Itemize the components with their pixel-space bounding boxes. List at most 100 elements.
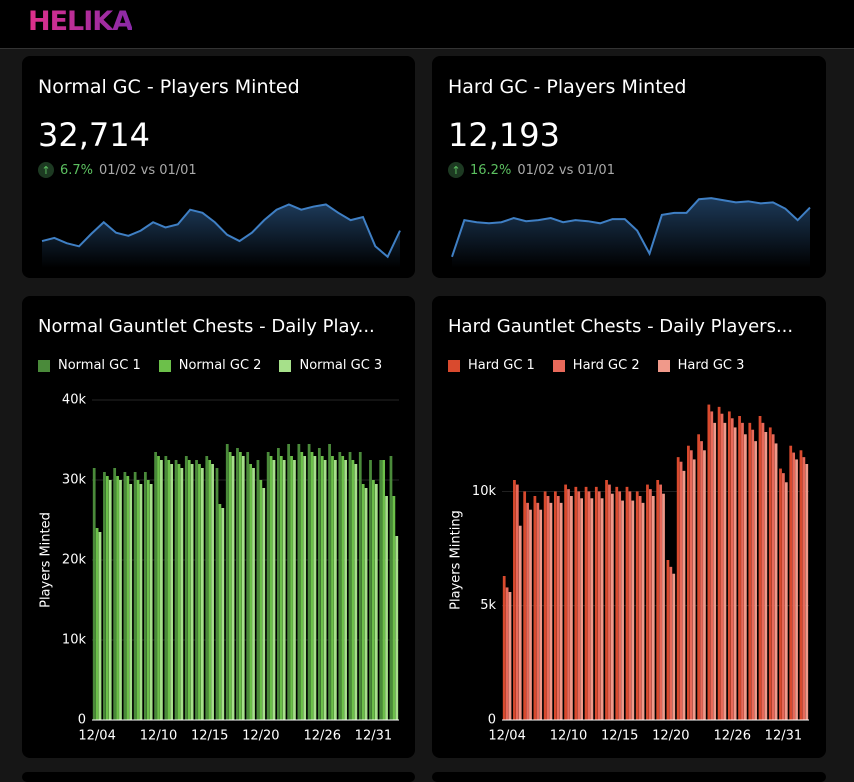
bar bbox=[364, 488, 368, 720]
bar bbox=[105, 476, 109, 720]
bar bbox=[205, 456, 209, 720]
bar bbox=[328, 444, 331, 720]
bar bbox=[372, 480, 375, 720]
bar bbox=[610, 493, 614, 720]
bar bbox=[313, 456, 317, 720]
legend-item: Hard GC 1 bbox=[448, 358, 535, 373]
kpi-change: 6.7% bbox=[60, 162, 94, 178]
bar bbox=[559, 502, 563, 720]
bar bbox=[293, 460, 296, 720]
bar bbox=[669, 566, 673, 720]
bar bbox=[200, 468, 204, 720]
x-tick-label: 12/15 bbox=[601, 729, 638, 744]
bar bbox=[615, 486, 619, 720]
bar bbox=[672, 573, 676, 720]
bar bbox=[587, 491, 591, 720]
y-tick-label: 40k bbox=[62, 393, 87, 408]
legend-swatch bbox=[38, 359, 50, 372]
header: HELIKA bbox=[0, 0, 854, 49]
bar bbox=[221, 508, 225, 720]
bar bbox=[252, 468, 255, 720]
bar bbox=[392, 496, 396, 720]
card: Hard Gauntlet Chests - Daily Players... H… bbox=[432, 296, 826, 758]
bar bbox=[246, 452, 250, 720]
legend-swatch bbox=[279, 359, 292, 372]
bar bbox=[779, 468, 782, 720]
bar bbox=[297, 444, 301, 720]
bar bbox=[259, 480, 263, 720]
x-tick-label: 12/10 bbox=[140, 729, 177, 744]
y-axis-label: Players Minted bbox=[39, 512, 54, 608]
bar bbox=[149, 484, 153, 720]
bar bbox=[584, 486, 588, 720]
bar bbox=[170, 464, 174, 720]
bar bbox=[133, 472, 137, 720]
bar bbox=[119, 480, 122, 720]
bar bbox=[720, 413, 724, 720]
bar bbox=[748, 422, 752, 720]
bar bbox=[553, 491, 557, 720]
legend-label: Normal GC 1 bbox=[58, 358, 141, 373]
bar bbox=[590, 498, 594, 720]
bar bbox=[682, 470, 686, 720]
bar bbox=[771, 434, 775, 720]
card bbox=[22, 772, 415, 782]
chart: Players Minting 0 5k 10k 12/04 12/10 12/15 12/2… bbox=[449, 404, 809, 744]
bar bbox=[741, 422, 744, 720]
bar bbox=[730, 418, 734, 720]
bar bbox=[789, 445, 793, 720]
bar bbox=[136, 480, 140, 720]
bar bbox=[505, 587, 509, 720]
bar bbox=[567, 489, 570, 720]
bar bbox=[597, 491, 601, 720]
bar bbox=[646, 484, 649, 720]
bar bbox=[126, 476, 130, 720]
bar bbox=[805, 464, 809, 720]
bar bbox=[190, 464, 194, 720]
bar bbox=[605, 480, 608, 720]
bar bbox=[139, 484, 143, 720]
bar bbox=[515, 484, 519, 720]
bar bbox=[231, 456, 235, 720]
bar bbox=[382, 460, 386, 720]
bar bbox=[307, 444, 311, 720]
bar bbox=[536, 502, 540, 720]
legend-item: Hard GC 2 bbox=[552, 358, 640, 373]
bar bbox=[129, 484, 133, 720]
bar bbox=[713, 422, 717, 720]
legend: Normal GC 1 Normal GC 2 Normal GC 3 bbox=[38, 358, 408, 373]
bar bbox=[723, 422, 727, 720]
bar bbox=[300, 452, 304, 720]
bar bbox=[154, 452, 157, 720]
bar bbox=[546, 496, 550, 720]
bar bbox=[648, 489, 652, 720]
bar bbox=[272, 460, 276, 720]
bar bbox=[574, 486, 578, 720]
bar bbox=[533, 496, 537, 720]
bar bbox=[116, 476, 119, 720]
x-tick-label: 12/20 bbox=[242, 729, 279, 744]
bar bbox=[782, 473, 785, 720]
bar bbox=[518, 525, 522, 720]
legend-item: Normal GC 1 bbox=[38, 358, 141, 373]
y-tick-label: 10k bbox=[472, 484, 497, 499]
up-arrow-icon: ↑ bbox=[38, 162, 54, 178]
bar bbox=[277, 448, 280, 720]
bar bbox=[556, 496, 560, 720]
bar bbox=[656, 480, 660, 720]
line bbox=[451, 197, 811, 258]
bar bbox=[621, 500, 624, 720]
x-tick-label: 12/31 bbox=[355, 729, 392, 744]
bar bbox=[320, 456, 324, 720]
logo[interactable]: HELIKA bbox=[28, 6, 133, 37]
bar bbox=[679, 461, 683, 720]
bar bbox=[508, 592, 512, 720]
bar bbox=[167, 460, 171, 720]
bar bbox=[687, 445, 690, 720]
bar bbox=[215, 468, 219, 720]
x-tick-label: 12/10 bbox=[550, 729, 587, 744]
legend-label: Hard GC 3 bbox=[677, 358, 745, 373]
bar bbox=[784, 482, 788, 720]
bar bbox=[564, 484, 567, 720]
bar bbox=[180, 468, 184, 720]
